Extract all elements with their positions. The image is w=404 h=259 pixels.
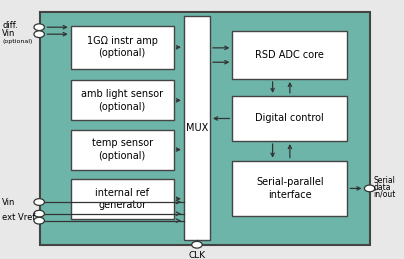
Text: internal ref
generator: internal ref generator	[95, 188, 149, 210]
Text: (optional): (optional)	[2, 39, 32, 44]
Circle shape	[34, 199, 44, 205]
Bar	[71, 179, 174, 219]
Text: in/out: in/out	[374, 189, 396, 198]
Text: 1GΩ instr amp
(optional): 1GΩ instr amp (optional)	[87, 36, 158, 59]
Text: Digital control: Digital control	[255, 113, 324, 124]
Text: MUX: MUX	[186, 123, 208, 133]
Circle shape	[34, 31, 44, 38]
Circle shape	[34, 210, 44, 217]
Text: amb light sensor
(optional): amb light sensor (optional)	[81, 89, 163, 112]
Circle shape	[192, 241, 202, 248]
Bar	[232, 161, 347, 216]
Circle shape	[34, 24, 44, 31]
Text: Serial: Serial	[374, 176, 396, 185]
Text: CLK: CLK	[188, 251, 206, 259]
Circle shape	[364, 185, 375, 192]
Text: diff.: diff.	[2, 21, 18, 30]
Text: RSD ADC core: RSD ADC core	[255, 50, 324, 60]
Text: Serial-parallel
interface: Serial-parallel interface	[256, 177, 324, 200]
Text: Vin: Vin	[2, 198, 15, 206]
Text: data: data	[374, 183, 391, 192]
Bar	[232, 31, 347, 79]
Bar	[184, 16, 210, 240]
Text: Vin: Vin	[2, 29, 15, 38]
Bar	[71, 26, 174, 69]
Circle shape	[34, 217, 44, 224]
Text: ext Vref: ext Vref	[2, 213, 36, 222]
Text: temp sensor
(optional): temp sensor (optional)	[92, 138, 153, 161]
Bar	[40, 12, 370, 245]
Bar	[232, 96, 347, 141]
Bar	[71, 80, 174, 120]
Bar	[71, 130, 174, 170]
